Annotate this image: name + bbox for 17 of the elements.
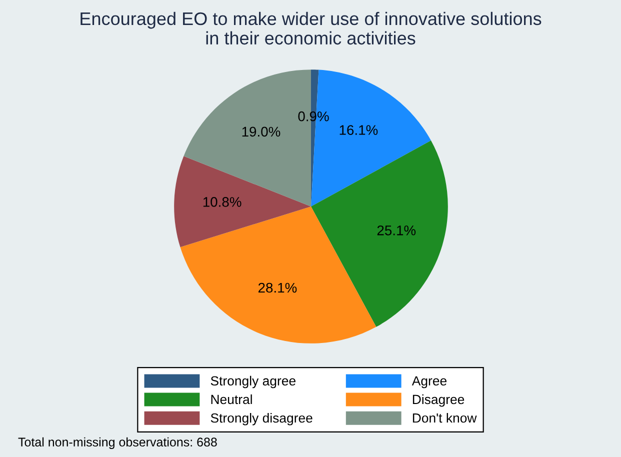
legend-label: Agree	[412, 376, 446, 388]
data-label: 10.8%	[203, 197, 242, 207]
data-label: 19.0%	[242, 126, 280, 137]
data-label: 25.1%	[377, 225, 416, 236]
legend-label: Neutral	[211, 394, 252, 404]
data-label: 0.9%	[298, 111, 329, 122]
legend-label: Strongly disagree	[210, 412, 312, 426]
data-label: 28.1%	[258, 282, 297, 293]
legend-label: Disagree	[412, 394, 464, 407]
legend-label: Strongly agree	[210, 376, 296, 388]
text: Total non-missing observations: 688	[18, 437, 217, 449]
pie-slice	[174, 156, 311, 248]
chart-title: Encouraged EO to make wider use of innovative solutions in their economic activities	[80, 12, 542, 45]
legend-label: Don't know	[412, 412, 477, 423]
data-label: 16.1%	[340, 125, 378, 135]
pie-slice	[180, 206, 376, 344]
pie-slice	[311, 140, 448, 327]
